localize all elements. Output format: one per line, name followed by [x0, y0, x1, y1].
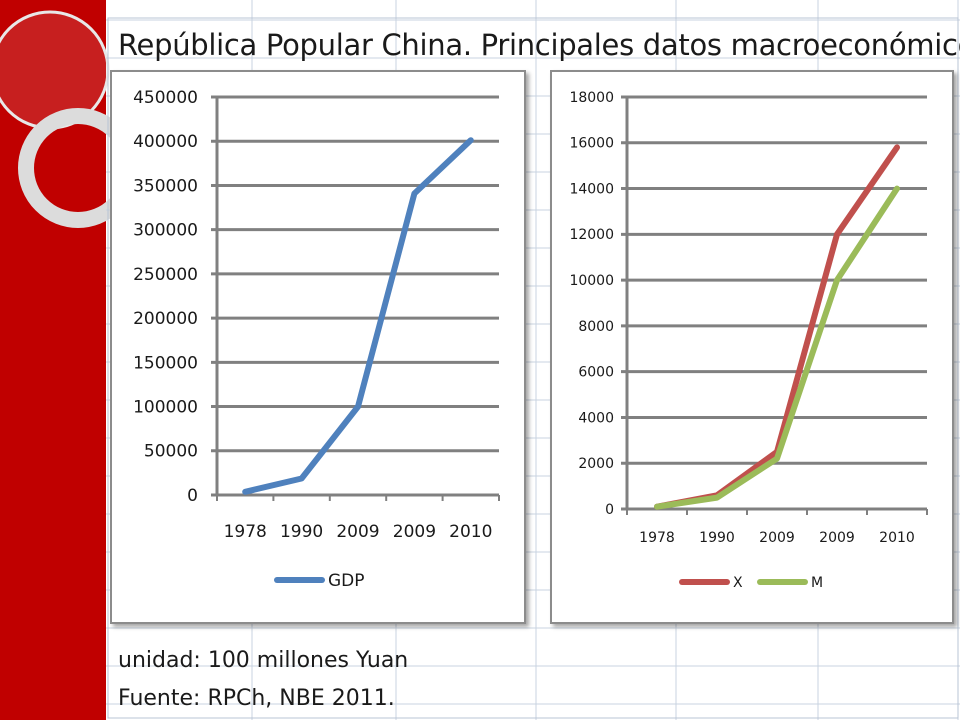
y-tick-label: 300000	[133, 221, 198, 241]
x-tick-label: 2009	[336, 522, 379, 542]
unit-note: unidad: 100 millones Yuan	[118, 648, 409, 673]
y-tick-label: 18000	[569, 90, 614, 106]
trade-chart-svg: 0 2000 4000 6000 8000 10000 12000 14000 16000 180…	[569, 90, 928, 591]
gdp-chart-svg: 0 50000 100000 150000 200000 250000 300000 3500…	[133, 88, 500, 591]
x-tick-label: 1978	[224, 522, 267, 542]
gdp-chart: 0 50000 100000 150000 200000 250000 300000 3500…	[110, 70, 526, 624]
y-tick-label: 10000	[569, 273, 614, 289]
sheet-border	[107, 17, 959, 719]
x-tick-label: 2010	[449, 522, 492, 542]
x-tick-label: 2009	[819, 530, 855, 546]
y-tick-label: 250000	[133, 265, 198, 285]
y-tick-label: 200000	[133, 309, 198, 329]
legend-label-gdp: GDP	[328, 571, 365, 591]
y-tick-label: 12000	[569, 227, 614, 243]
y-tick-label: 450000	[133, 88, 198, 108]
y-tick-label: 14000	[569, 181, 614, 197]
x-tick-label: 1990	[280, 522, 323, 542]
y-tick-label: 350000	[133, 176, 198, 196]
y-tick-label: 0	[605, 502, 614, 518]
y-tick-label: 400000	[133, 132, 198, 152]
y-tick-label: 150000	[133, 353, 198, 373]
x-tick-label: 2009	[393, 522, 436, 542]
x-tick-label: 2009	[759, 530, 795, 546]
series-line-m	[654, 185, 900, 510]
y-tick-label: 50000	[144, 442, 198, 462]
y-tick-label: 100000	[133, 398, 198, 418]
x-tick-label: 1990	[699, 530, 735, 546]
y-tick-label: 6000	[578, 365, 614, 381]
trade-chart: 0 2000 4000 6000 8000 10000 12000 14000 16000 180…	[550, 70, 954, 624]
y-tick-label: 4000	[578, 410, 614, 426]
series-line-gdp	[242, 137, 474, 495]
x-tick-label: 1978	[639, 530, 675, 546]
y-tick-label: 2000	[578, 456, 614, 472]
y-tick-label: 16000	[569, 136, 614, 152]
legend-label-m: M	[811, 575, 823, 591]
y-tick-label: 8000	[578, 319, 614, 335]
legend-label-x: X	[733, 575, 743, 591]
x-tick-label: 2010	[879, 530, 915, 546]
page-title: República Popular China. Principales dat…	[118, 28, 960, 62]
y-tick-label: 0	[187, 486, 198, 506]
source-note: Fuente: RPCh, NBE 2011.	[118, 686, 395, 711]
